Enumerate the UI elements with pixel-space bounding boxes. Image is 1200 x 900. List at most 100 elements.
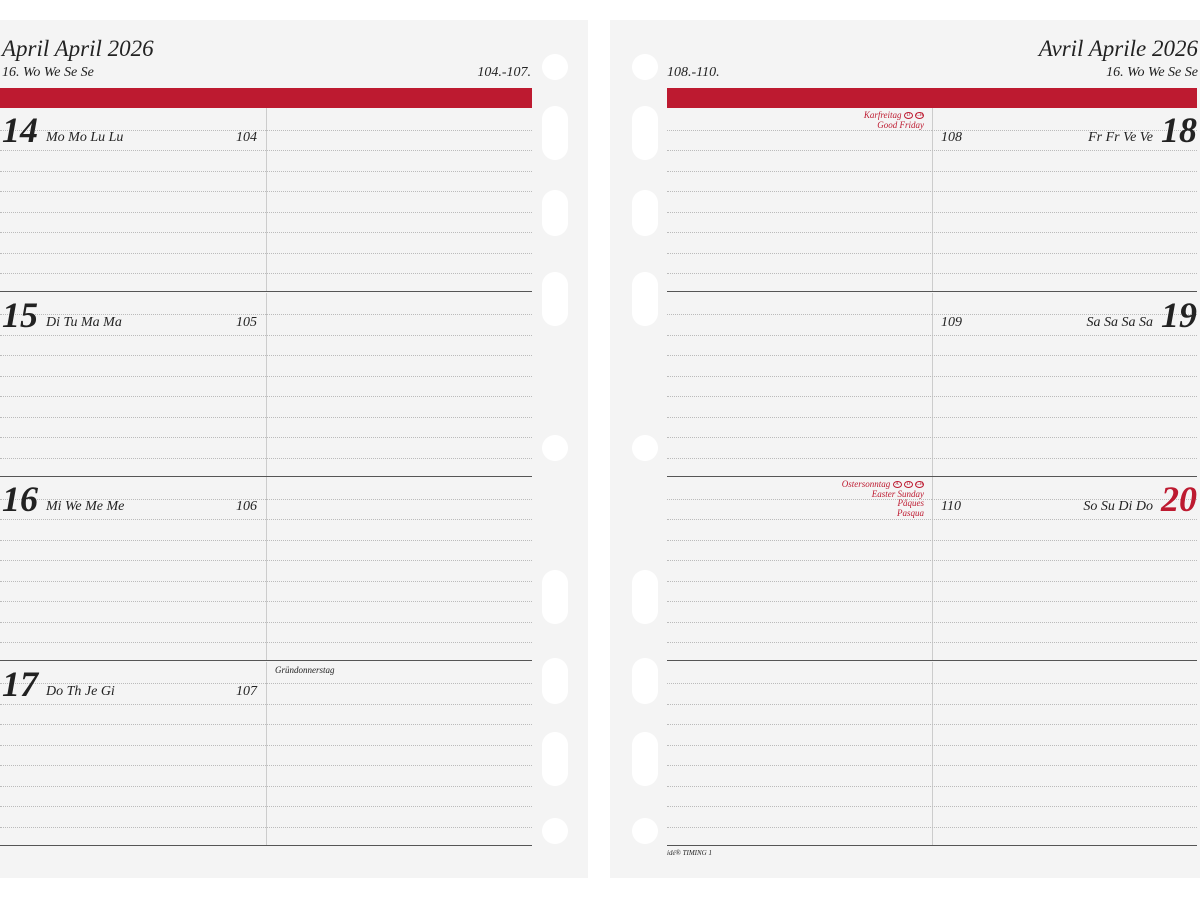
- binder-hole: [632, 190, 658, 236]
- holiday-name: Pasqua: [897, 507, 924, 518]
- ruled-line: [667, 724, 1197, 725]
- ruled-line: [0, 273, 532, 274]
- country-badge: CH: [915, 112, 924, 120]
- holiday-name: Pâques: [897, 498, 925, 508]
- column-divider: [266, 108, 267, 291]
- country-badge: CH: [915, 481, 924, 489]
- header-bar: [0, 88, 532, 108]
- column-divider: [932, 108, 933, 291]
- binder-hole: [542, 658, 568, 704]
- ruled-line: [0, 170, 532, 172]
- ruled-line: [667, 560, 1197, 561]
- footer-brand: idé® TIMING 1: [667, 849, 712, 857]
- column-divider: [932, 477, 933, 660]
- ruled-line: [0, 621, 532, 623]
- ruled-line: [932, 314, 1197, 315]
- binder-hole: [632, 272, 658, 326]
- ruled-line: [667, 539, 1197, 541]
- binder-hole: [632, 435, 658, 461]
- day-block[interactable]: 17 Do Th Je Gi 107 Gründonnerstag: [0, 661, 532, 846]
- binder-hole: [632, 570, 658, 624]
- ruled-line: [0, 150, 532, 151]
- holiday-name: Ostersonntag: [841, 479, 891, 489]
- ruled-line: [0, 355, 532, 356]
- ruled-line: [667, 785, 1197, 787]
- binder-hole: [632, 732, 658, 786]
- ruled-line: [667, 129, 932, 131]
- ruled-line: [0, 744, 532, 746]
- ruled-line: [0, 806, 532, 807]
- ruled-line: [932, 683, 1197, 684]
- day-block[interactable]: 19 Sa Sa Sa Sa 109: [667, 292, 1197, 477]
- holiday-label: Ostersonntag A D CH Easter Sunday Pâques Pa…: [841, 479, 925, 518]
- ruled-line: [667, 683, 932, 684]
- ruled-line: [667, 314, 932, 315]
- day-block[interactable]: 20 So Su Di Do 110 Ostersonntag A D CH Easte…: [667, 477, 1197, 661]
- binder-hole: [542, 54, 568, 80]
- day-number: 17: [2, 663, 38, 704]
- ruled-line: [0, 683, 266, 684]
- ruled-line: [0, 560, 532, 561]
- ruled-line: [667, 642, 1197, 643]
- holiday-name: Ostersonntag A D CH: [841, 479, 924, 490]
- ruled-line: [667, 765, 1197, 766]
- ruled-line: [0, 252, 532, 254]
- ruled-line: [667, 191, 1197, 192]
- ruled-line: [0, 416, 532, 418]
- column-divider: [932, 661, 933, 845]
- day-number: 16: [2, 479, 38, 519]
- ruled-line: [932, 129, 1197, 131]
- ruled-line: [0, 785, 532, 787]
- day-names: Fr Fr Ve Ve: [1088, 130, 1153, 145]
- binder-hole: [542, 435, 568, 461]
- ruled-line: [0, 519, 532, 520]
- day-of-year: 107: [236, 683, 257, 699]
- binder-hole: [542, 818, 568, 844]
- day-block[interactable]: 18 Fr Fr Ve Ve 108 Karfreitag D CH Good Frid…: [667, 108, 1197, 292]
- country-badge: A: [892, 481, 902, 489]
- week-label: 16. Wo We Se Se: [2, 65, 94, 80]
- binder-hole: [632, 54, 658, 80]
- right-page: Avril Aprile 2026 108.-110. 16. Wo We Se…: [610, 20, 1200, 878]
- ruled-line: [266, 314, 532, 315]
- binder-hole: [542, 570, 568, 624]
- day-range: 104.-107.: [477, 65, 531, 80]
- ruled-line: [667, 744, 1197, 746]
- day-block[interactable]: 16 Mi We Me Me 106: [0, 477, 532, 661]
- ruled-line: [667, 806, 1197, 807]
- day-number: 19: [1161, 294, 1197, 335]
- holiday-name: Karfreitag: [863, 110, 902, 120]
- ruled-line: [667, 273, 1197, 274]
- ruled-line: [0, 129, 266, 131]
- ruled-line: [0, 765, 532, 766]
- ruled-line: [667, 355, 1197, 356]
- day-block[interactable]: [667, 661, 1197, 846]
- day-names: Do Th Je Gi: [46, 683, 115, 699]
- binder-hole: [542, 732, 568, 786]
- ruled-line: [667, 396, 1197, 397]
- day-of-year: 110: [941, 499, 961, 514]
- ruled-line: [0, 580, 532, 582]
- ruled-line: [667, 170, 1197, 172]
- day-block[interactable]: 15 Di Tu Ma Ma 105: [0, 292, 532, 477]
- ruled-line: [0, 375, 532, 377]
- binder-hole: [632, 818, 658, 844]
- binder-hole: [542, 272, 568, 326]
- holiday-label: Karfreitag D CH Good Friday: [863, 110, 924, 130]
- day-block[interactable]: 14 Mo Mo Lu Lu 104: [0, 108, 532, 292]
- day-number: 20: [1161, 479, 1197, 519]
- ruled-line: [0, 437, 532, 438]
- binder-hole: [632, 106, 658, 160]
- holiday-name: Easter Sunday: [871, 488, 924, 499]
- month-title: April April 2026: [2, 36, 154, 61]
- ruled-line: [266, 129, 532, 131]
- ruled-line: [667, 416, 1197, 418]
- column-divider: [266, 292, 267, 476]
- ruled-line: [0, 539, 532, 541]
- holiday-note: Gründonnerstag: [275, 664, 335, 675]
- ruled-line: [266, 683, 532, 684]
- column-divider: [266, 477, 267, 660]
- ruled-line: [932, 498, 1197, 500]
- ruled-line: [266, 498, 532, 500]
- holiday-name: Good Friday: [877, 119, 924, 130]
